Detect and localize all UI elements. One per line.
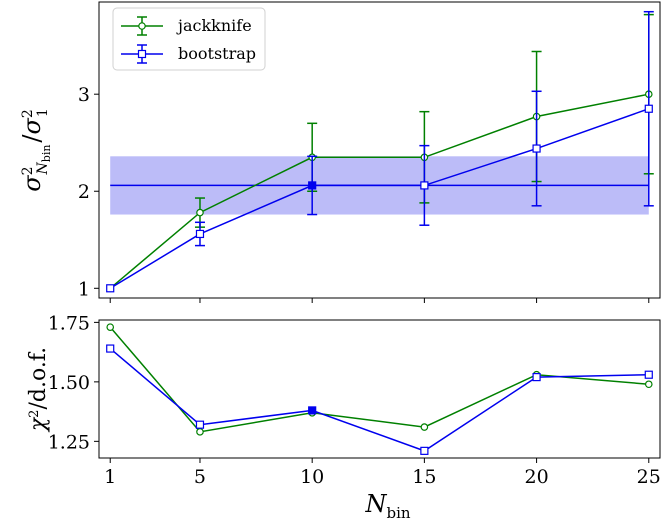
top-panel: 1 2 3 jackknife bootstrap (78, 1, 661, 303)
series-1-point (644, 370, 653, 379)
y-tick-label: 1.25 (48, 431, 90, 453)
x-tick-label: 10 (300, 466, 324, 488)
y-label-part: σ (18, 117, 46, 134)
y-label-part: 2 (20, 166, 36, 175)
series-1-point (532, 373, 541, 382)
series-1-point (106, 344, 115, 353)
bootstrap-point (644, 104, 653, 113)
bootstrap-point (532, 144, 541, 153)
x-tick-label: 15 (412, 466, 436, 488)
series-0-point (644, 380, 653, 389)
series-1-point (308, 406, 317, 415)
series-0-point (420, 423, 429, 431)
series-1-point (420, 446, 429, 455)
x-label-part: N (364, 490, 387, 518)
y-tick-label: 2 (78, 181, 90, 203)
y-tick-label: 1 (78, 278, 90, 300)
y-label-part: 2 (20, 109, 36, 118)
y-label-part: 1 (35, 108, 51, 117)
bootstrap-point (420, 181, 429, 190)
y-label-part: /d.o.f. (26, 347, 51, 410)
x-tick-label: 20 (524, 466, 548, 488)
y-tick-label: 1.50 (48, 372, 90, 394)
y-label-part: N (35, 161, 51, 175)
y-label-part: bin (40, 145, 53, 163)
bootstrap-point (195, 229, 205, 239)
y-tick-label: 1.75 (48, 312, 90, 334)
top-y-axis-label: σ2Nbin/σ21 (18, 108, 53, 192)
x-axis-label: Nbin (364, 490, 410, 522)
legend-label-jackknife: jackknife (176, 16, 252, 35)
legend: jackknife bootstrap (112, 7, 266, 71)
legend-item: jackknife (121, 16, 252, 36)
top-frame (98, 1, 661, 299)
series-1-line (109, 347, 649, 452)
jackknife-point (196, 208, 204, 217)
bootstrap-point (106, 284, 115, 293)
legend-label-bootstrap: bootstrap (178, 44, 256, 63)
bottom-y-axis-label: χ2/d.o.f. (26, 347, 51, 433)
x-tick-label: 1 (104, 466, 116, 488)
legend-marker (138, 22, 146, 30)
bottom-panel: 1 5 10 15 20 251.251.501.75 (48, 312, 661, 488)
y-label-part: / (18, 134, 46, 143)
y-label-part: χ (26, 416, 51, 433)
x-tick-label: 5 (194, 466, 206, 488)
series-0-point (106, 323, 115, 331)
series-0-point (196, 428, 204, 436)
x-tick-label: 25 (637, 466, 661, 488)
bootstrap-point (308, 181, 317, 190)
legend-marker (137, 49, 147, 59)
jackknife-line (109, 93, 649, 289)
y-label-part: σ (18, 175, 46, 192)
x-label-part: bin (386, 504, 410, 522)
y-label-part: 2 (27, 410, 42, 418)
bootstrap-line (109, 108, 650, 289)
y-tick-label: 3 (78, 84, 90, 106)
bottom-frame (98, 319, 661, 459)
legend-item: bootstrap (121, 44, 256, 64)
series-1-point (195, 420, 205, 429)
